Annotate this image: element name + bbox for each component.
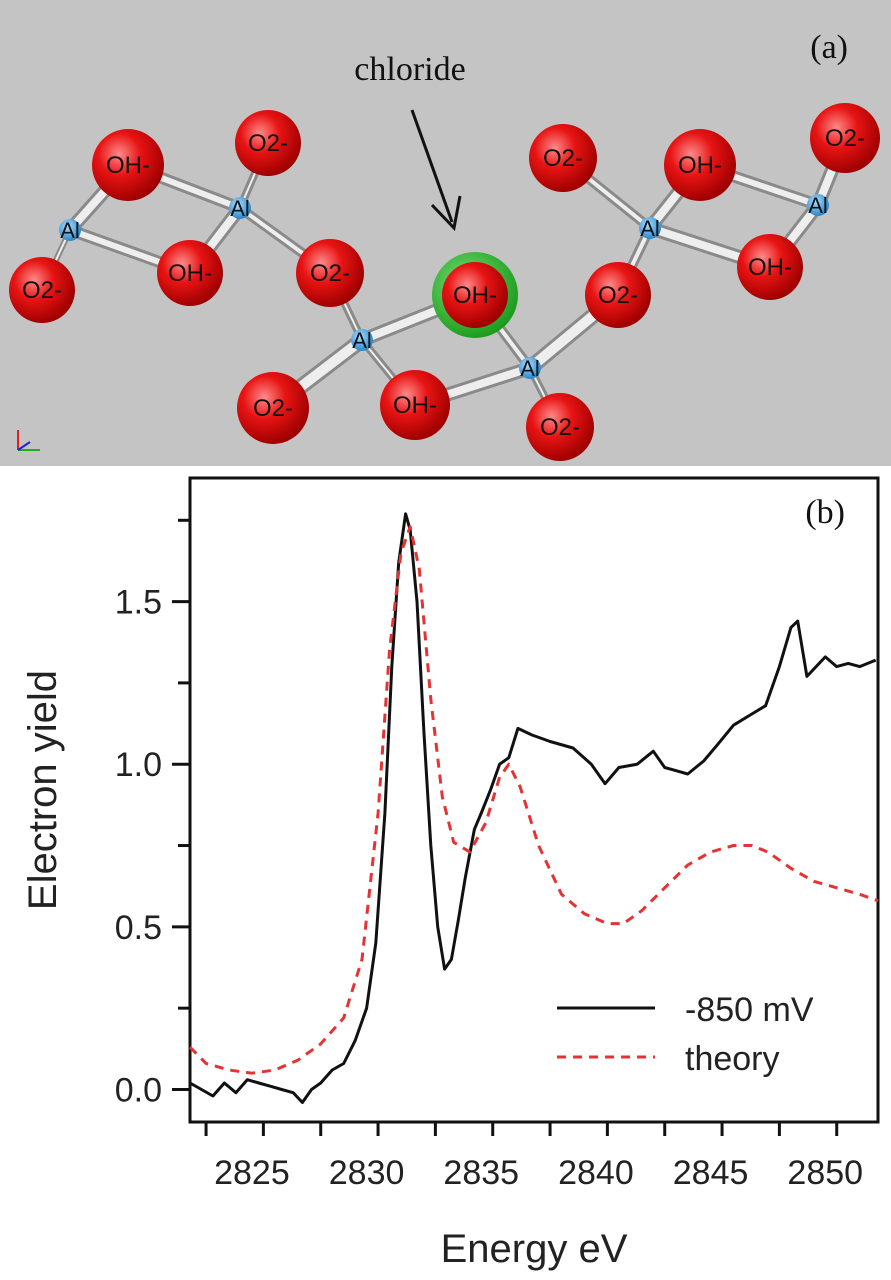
panel-b-chart: (b) 0.0 0.5 1.0 1.5 2825 2830 2835 2840 2845 285… xyxy=(21,476,880,1271)
legend: -850 mV theory xyxy=(557,991,814,1078)
aluminum-atom xyxy=(807,194,829,216)
hydroxide-atom xyxy=(92,129,164,201)
hydroxide-label: OH- xyxy=(678,152,722,179)
hydroxide-atom xyxy=(442,262,508,328)
aluminum-atom xyxy=(519,357,541,379)
aluminum-label: Al xyxy=(60,218,80,243)
hydroxide-atom xyxy=(737,234,803,300)
oxide-label: O2- xyxy=(543,145,583,172)
oxide-label: O2- xyxy=(248,130,288,157)
oxide-atom xyxy=(235,110,301,176)
oxide-atom xyxy=(810,103,880,173)
legend-label-measured: -850 mV xyxy=(685,991,814,1029)
atoms: O2- OH- OH- O2- O2- O2- OH- O2- O2- OH- O2- OH- O2- O… xyxy=(9,103,880,461)
oxide-atom xyxy=(237,372,309,444)
x-tick-label: 2840 xyxy=(558,1154,634,1192)
oxide-label: O2- xyxy=(825,125,865,152)
x-tick-label: 2835 xyxy=(443,1154,519,1192)
aluminum-atom xyxy=(59,219,81,241)
oxide-atom xyxy=(9,257,75,323)
aluminum-label: Al xyxy=(808,193,828,218)
y-tick-label: 0.5 xyxy=(115,909,162,947)
hydroxide-label: OH- xyxy=(106,152,150,179)
aluminum-atom xyxy=(351,329,373,351)
x-axis: 2825 2830 2835 2840 2845 2850 xyxy=(204,1122,863,1192)
x-tick-label: 2830 xyxy=(329,1154,405,1192)
y-tick-label: 1.0 xyxy=(115,746,162,784)
oxide-label: O2- xyxy=(540,414,580,441)
aluminum-label: Al xyxy=(230,196,250,221)
hydroxide-atom xyxy=(157,240,223,306)
aluminum-atom xyxy=(229,197,251,219)
oxide-atom xyxy=(296,239,364,307)
oxide-atom xyxy=(585,262,651,328)
panel-a-label: (a) xyxy=(810,29,848,66)
panel-b-label: (b) xyxy=(805,494,845,531)
aluminum-atom xyxy=(639,217,661,239)
oxide-label: O2- xyxy=(310,260,350,287)
y-axis-label: Electron yield xyxy=(21,670,65,910)
hydroxide-label: OH- xyxy=(748,254,792,281)
x-tick-label: 2825 xyxy=(214,1154,290,1192)
x-tick-label: 2845 xyxy=(673,1154,749,1192)
series-line-measured xyxy=(189,512,877,1104)
hydroxide-atom xyxy=(664,129,736,201)
oxide-label: O2- xyxy=(253,395,293,422)
y-tick-label: 0.0 xyxy=(115,1071,162,1109)
hydroxide-label: OH- xyxy=(453,282,497,309)
axis-triad-icon xyxy=(17,430,40,451)
legend-label-theory: theory xyxy=(685,1040,780,1078)
hydroxide-label: OH- xyxy=(393,392,437,419)
oxide-label: O2- xyxy=(598,282,638,309)
oxide-label: O2- xyxy=(22,277,62,304)
series-line-theory xyxy=(188,525,879,1075)
y-tick-label: 1.5 xyxy=(115,584,162,622)
panel-a-structure: (a) chloride O2-OH-OH-O2-O2-O2- OH-O2-O2-… xyxy=(0,0,891,466)
y-axis: 0.0 0.5 1.0 1.5 xyxy=(115,518,190,1109)
x-axis-label: Energy eV xyxy=(441,1227,628,1271)
oxide-atom xyxy=(526,393,594,461)
aluminum-label: Al xyxy=(352,328,372,353)
aluminum-label: Al xyxy=(640,216,660,241)
series-layer xyxy=(188,512,879,1104)
hydroxide-atom xyxy=(380,370,450,440)
oxide-atom xyxy=(529,124,597,192)
hydroxide-label: OH- xyxy=(168,260,212,287)
chloride-arrow xyxy=(410,109,462,232)
chloride-label: chloride xyxy=(354,51,465,88)
plot-frame xyxy=(188,476,880,1124)
x-tick-label: 2850 xyxy=(787,1154,863,1192)
aluminum-label: Al xyxy=(520,356,540,381)
